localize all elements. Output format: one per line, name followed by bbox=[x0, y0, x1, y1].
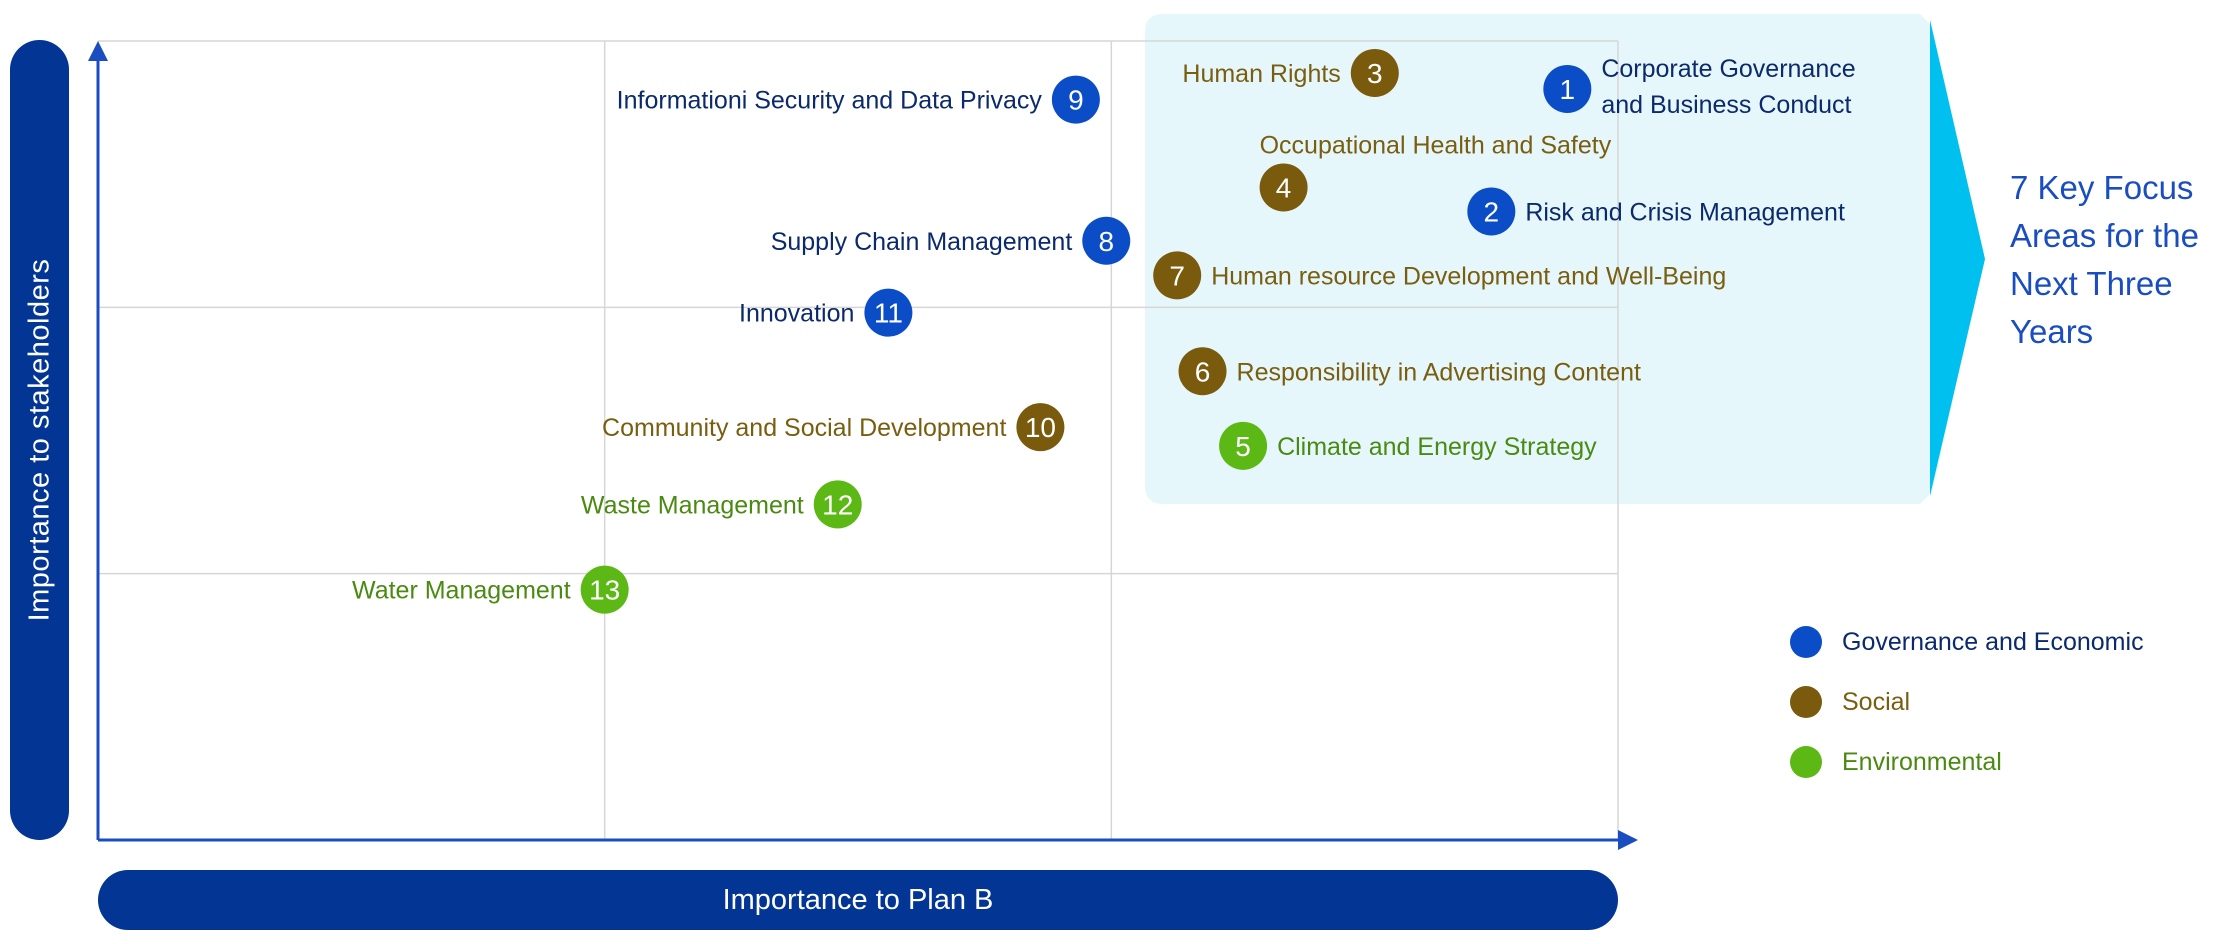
point-number-12: 12 bbox=[822, 489, 853, 520]
legend-label-social: Social bbox=[1842, 687, 1911, 716]
point-number-9: 9 bbox=[1068, 85, 1084, 116]
point-marker-8 bbox=[1082, 216, 1131, 265]
legend-label-environmental: Environmental bbox=[1842, 747, 2002, 776]
point-marker-3 bbox=[1350, 48, 1399, 97]
point-number-11: 11 bbox=[874, 298, 903, 329]
point-label-6: Responsibility in Advertising Content bbox=[1237, 358, 1641, 386]
point-label-1-line-2: and Business Conduct bbox=[1601, 91, 1851, 119]
data-point-10: 10 Community and Social Development bbox=[602, 403, 1065, 452]
point-number-2: 2 bbox=[1484, 196, 1500, 227]
point-label-13: Water Management bbox=[352, 577, 571, 605]
point-label-5: Climate and Energy Strategy bbox=[1277, 433, 1597, 461]
point-number-1: 1 bbox=[1560, 74, 1576, 105]
point-marker-12 bbox=[813, 480, 862, 529]
point-number-6: 6 bbox=[1195, 356, 1211, 387]
point-marker-1 bbox=[1543, 64, 1592, 113]
point-label-1: Corporate Governance and Business Conduct bbox=[1601, 55, 1855, 119]
point-number-8: 8 bbox=[1098, 226, 1114, 257]
point-label-2: Risk and Crisis Management bbox=[1525, 198, 1845, 226]
data-point-1: 1 Corporate Governance and Business Conduc… bbox=[1543, 55, 1856, 119]
point-number-3: 3 bbox=[1367, 58, 1383, 89]
point-label-11: Innovation bbox=[739, 300, 854, 328]
data-point-8: 8 Supply Chain Management bbox=[771, 216, 1131, 265]
point-label-12: Waste Management bbox=[581, 491, 804, 519]
data-point-9: 9 Informationi Security and Data Privacy bbox=[617, 75, 1100, 124]
y-axis-label: Importance to stakeholders bbox=[23, 258, 55, 622]
data-point-6: 6 Responsibility in Advertising Content bbox=[1178, 347, 1641, 396]
legend-item-social: Social bbox=[1790, 672, 2144, 732]
data-point-2: 2 Risk and Crisis Management bbox=[1467, 187, 1845, 236]
point-marker-7 bbox=[1153, 251, 1202, 300]
point-marker-2 bbox=[1467, 187, 1516, 236]
data-point-11: 11 Innovation bbox=[739, 288, 913, 337]
point-number-4: 4 bbox=[1276, 172, 1292, 203]
point-label-4: Occupational Health and Safety bbox=[1260, 131, 1612, 159]
y-axis-arrowhead bbox=[88, 41, 108, 61]
point-label-1-line-1: Corporate Governance bbox=[1601, 55, 1855, 83]
data-point-7: 7 Human resource Development and Well-Bei… bbox=[1153, 251, 1726, 300]
point-number-5: 5 bbox=[1235, 431, 1251, 462]
focus-area-highlight bbox=[1145, 14, 1985, 504]
point-marker-9 bbox=[1051, 75, 1100, 124]
point-marker-11 bbox=[864, 288, 913, 337]
data-points: 1 Corporate Governance and Business Conduc… bbox=[352, 48, 1856, 614]
point-marker-13 bbox=[580, 565, 629, 614]
data-point-5: 5 Climate and Energy Strategy bbox=[1219, 421, 1597, 470]
data-point-13: 13 Water Management bbox=[352, 565, 629, 614]
point-label-7: Human resource Development and Well-Bein… bbox=[1211, 262, 1726, 290]
point-label-10: Community and Social Development bbox=[602, 414, 1006, 442]
legend-item-environmental: Environmental bbox=[1790, 732, 2144, 792]
point-label-3: Human Rights bbox=[1182, 60, 1340, 88]
focus-areas-title: 7 Key Focus Areas for the Next Three Yea… bbox=[2010, 169, 2199, 350]
x-axis-label: Importance to Plan B bbox=[722, 883, 994, 916]
point-number-13: 13 bbox=[589, 575, 620, 606]
data-point-4: 4 Occupational Health and Safety bbox=[1259, 131, 1612, 212]
point-number-7: 7 bbox=[1169, 260, 1185, 291]
legend: Governance and Economic Social Environme… bbox=[1790, 612, 2144, 792]
legend-dot-social bbox=[1790, 686, 1822, 718]
legend-label-governance: Governance and Economic bbox=[1842, 627, 2144, 656]
x-axis-arrowhead bbox=[1618, 830, 1638, 850]
grid-lines bbox=[98, 40, 1619, 840]
legend-dot-environmental bbox=[1790, 746, 1822, 778]
point-marker-6 bbox=[1178, 347, 1227, 396]
legend-item-governance: Governance and Economic bbox=[1790, 612, 2144, 672]
focus-area-arrow bbox=[1930, 20, 1985, 496]
point-marker-10 bbox=[1016, 403, 1065, 452]
data-point-3: 3 Human Rights bbox=[1182, 48, 1399, 97]
point-marker-5 bbox=[1219, 421, 1268, 470]
point-label-9: Informationi Security and Data Privacy bbox=[617, 87, 1043, 115]
point-number-10: 10 bbox=[1025, 412, 1056, 443]
legend-dot-governance bbox=[1790, 626, 1822, 658]
point-label-8: Supply Chain Management bbox=[771, 228, 1073, 256]
point-marker-4 bbox=[1259, 163, 1308, 212]
data-point-12: 12 Waste Management bbox=[581, 480, 862, 529]
x-axis-label-pill: Importance to Plan B bbox=[98, 870, 1618, 930]
y-axis-label-pill: Importance to stakeholders bbox=[10, 40, 69, 840]
